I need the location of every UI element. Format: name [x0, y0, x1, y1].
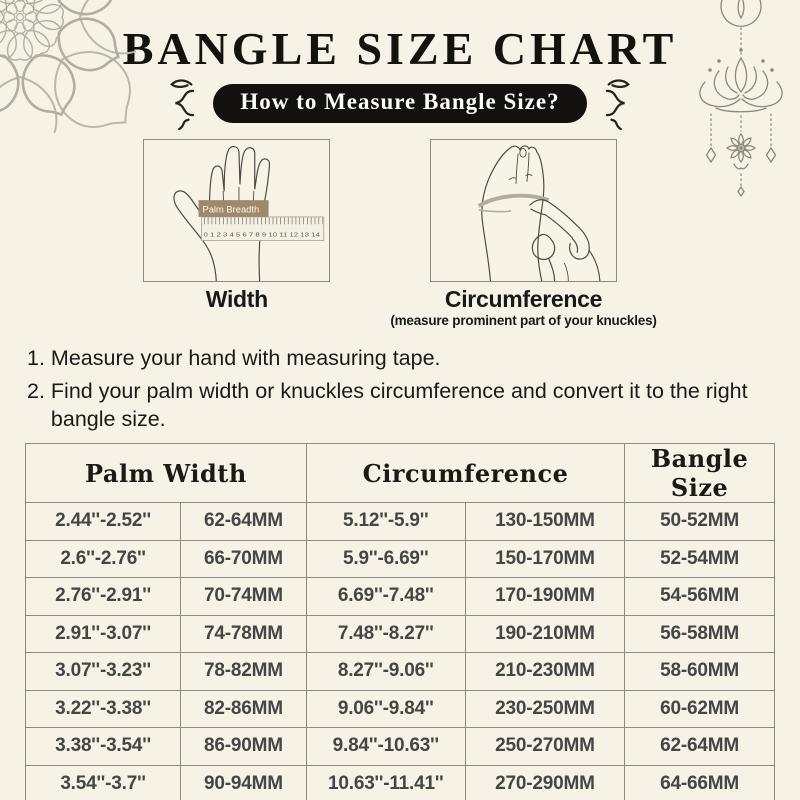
- table-cell: 2.6''-2.76'': [24, 539, 182, 579]
- instruction-item: 1. Measure your hand with measuring tape…: [27, 344, 800, 373]
- table-cell: 70-74MM: [180, 577, 307, 616]
- bangle-size-table: Palm Width Circumference Bangle Size 2.4…: [24, 443, 775, 800]
- instruction-item: 2. Find your palm width or knuckles circ…: [27, 377, 800, 434]
- table-cell: 2.44''-2.52'': [24, 502, 182, 541]
- table-cell: 230-250MM: [464, 689, 626, 729]
- width-figure: 0 1 2 3 4 5 6 7 8 9 10 11 12 13 14 Palm …: [143, 139, 331, 328]
- ruler-label-bg: [198, 200, 269, 218]
- column-header-circumference: Circumference: [305, 443, 626, 504]
- table-row: 3.38''-3.54'' 86-90MM 9.84''-10.63'' 250-27…: [24, 727, 775, 766]
- table-cell: 2.76''-2.91'': [24, 577, 182, 616]
- badge-row: How to Measure Bangle Size?: [0, 79, 800, 131]
- table-cell: 9.84''-10.63'': [305, 727, 466, 766]
- instruction-number: 1.: [27, 346, 51, 371]
- hand-circumference-illustration: [477, 145, 601, 282]
- table-cell: 3.07''-3.23'': [24, 652, 182, 691]
- table-cell: 64-66MM: [624, 764, 775, 800]
- table-cell: 54-56MM: [624, 577, 775, 616]
- table-cell: 130-150MM: [464, 502, 626, 541]
- instruction-text: Measure your hand with measuring tape.: [50, 346, 441, 371]
- table-cell: 3.22''-3.38'': [24, 689, 182, 729]
- table-cell: 78-82MM: [180, 652, 307, 691]
- table-row: 2.6''-2.76'' 66-70MM 5.9''-6.69'' 150-170MM…: [24, 539, 775, 579]
- width-illustration-box: 0 1 2 3 4 5 6 7 8 9 10 11 12 13 14 Palm …: [143, 139, 331, 283]
- table-cell: 150-170MM: [464, 539, 626, 579]
- flourish-right-icon: [605, 79, 630, 131]
- column-header-palm-width: Palm Width: [25, 443, 307, 504]
- column-header-bangle-size: Bangle Size: [624, 443, 775, 504]
- instruction-text: Find your palm width or knuckles circumf…: [50, 378, 748, 432]
- instructions-list: 1. Measure your hand with measuring tape…: [27, 344, 800, 434]
- table-cell: 50-52MM: [624, 502, 775, 541]
- table-cell: 250-270MM: [464, 727, 626, 766]
- table-cell: 9.06''-9.84'': [305, 689, 466, 729]
- table-cell: 52-54MM: [624, 539, 775, 579]
- circumference-figure: Circumference (measure prominent part of…: [390, 139, 657, 329]
- table-cell: 10.63''-11.41'': [305, 764, 466, 800]
- table-row: 3.54''-3.7'' 90-94MM 10.63''-11.41'' 270-29…: [24, 764, 775, 800]
- table-cell: 7.48''-8.27'': [305, 614, 466, 654]
- size-table-body: 2.44''-2.52'' 62-64MM 5.12''-5.9'' 130-150M…: [24, 502, 775, 800]
- circumference-sublabel: (measure prominent part of your knuckles…: [390, 313, 657, 329]
- page-title: BANGLE SIZE CHART: [122, 23, 678, 74]
- table-cell: 2.91''-3.07'': [24, 614, 182, 654]
- table-cell: 3.54''-3.7'': [24, 764, 182, 800]
- circumference-illustration-box: [430, 139, 617, 283]
- table-cell: 8.27''-9.06'': [305, 652, 466, 691]
- table-cell: 270-290MM: [464, 764, 626, 800]
- table-cell: 3.38''-3.54'': [24, 727, 182, 766]
- ruler-label: Palm Breadth: [203, 205, 260, 215]
- instruction-number: 2.: [27, 378, 51, 403]
- table-cell: 58-60MM: [624, 652, 775, 691]
- table-cell: 60-62MM: [624, 689, 775, 729]
- ruler-numbers: 0 1 2 3 4 5 6 7 8 9 10 11 12 13 14: [204, 233, 320, 239]
- table-cell: 6.69''-7.48'': [305, 577, 466, 616]
- table-cell: 90-94MM: [180, 764, 307, 800]
- table-cell: 56-58MM: [624, 614, 775, 654]
- table-cell: 5.9''-6.69'': [305, 539, 466, 579]
- table-header-row: Palm Width Circumference Bangle Size: [25, 443, 775, 504]
- table-cell: 74-78MM: [180, 614, 307, 654]
- table-row: 3.22''-3.38'' 82-86MM 9.06''-9.84'' 230-250…: [24, 689, 775, 729]
- table-cell: 190-210MM: [464, 614, 626, 654]
- measurement-figures: 0 1 2 3 4 5 6 7 8 9 10 11 12 13 14 Palm …: [0, 139, 800, 328]
- table-cell: 170-190MM: [464, 577, 626, 616]
- table-cell: 62-64MM: [180, 502, 307, 541]
- table-cell: 86-90MM: [180, 727, 307, 766]
- table-cell: 66-70MM: [180, 539, 307, 579]
- how-to-measure-badge: How to Measure Bangle Size?: [213, 83, 587, 123]
- table-cell: 210-230MM: [464, 652, 626, 691]
- table-row: 2.44''-2.52'' 62-64MM 5.12''-5.9'' 130-150M…: [24, 502, 775, 541]
- hand-width-illustration: 0 1 2 3 4 5 6 7 8 9 10 11 12 13 14 Palm …: [173, 146, 325, 282]
- width-label: Width: [205, 286, 268, 313]
- table-cell: 82-86MM: [180, 689, 307, 729]
- flourish-left-icon: [170, 79, 195, 131]
- circumference-label: Circumference: [444, 286, 603, 313]
- table-row: 2.91''-3.07'' 74-78MM 7.48''-8.27'' 190-210…: [24, 614, 775, 654]
- table-cell: 62-64MM: [624, 727, 775, 766]
- table-row: 2.76''-2.91'' 70-74MM 6.69''-7.48'' 170-190…: [24, 577, 775, 616]
- table-cell: 5.12''-5.9'': [305, 502, 466, 541]
- table-row: 3.07''-3.23'' 78-82MM 8.27''-9.06'' 210-230…: [24, 652, 775, 691]
